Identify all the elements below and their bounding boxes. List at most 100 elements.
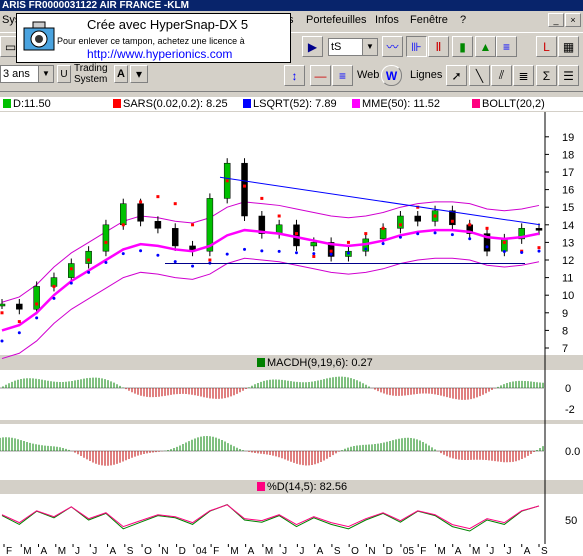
candle-body <box>518 228 525 240</box>
line-tool-icon[interactable]: ╲ <box>469 65 490 86</box>
line-chart-icon[interactable]: 〰 <box>382 36 403 57</box>
mode-button[interactable]: U <box>57 65 71 83</box>
macd-legend: MACDH(9,19,6): 0.27 <box>0 356 583 370</box>
month-label: D <box>179 546 186 556</box>
volume-icon[interactable]: ≡ <box>496 36 517 57</box>
sar-dot <box>35 302 39 306</box>
legend-bollt[interactable]: BOLLT(20,2) <box>472 98 545 110</box>
menu-item-fenetre[interactable]: Fenêtre <box>410 14 448 26</box>
sar-dot <box>277 214 281 218</box>
minimize-button[interactable]: _ <box>548 13 564 27</box>
candle-body <box>414 215 421 222</box>
period-combo[interactable]: 3 ans ▼ <box>0 65 54 83</box>
legend-macd[interactable]: MACDH(9,19,6): 0.27 <box>257 357 373 369</box>
macd-panel[interactable] <box>0 370 583 420</box>
arrow-down-icon[interactable]: ▾ <box>130 65 148 83</box>
lsqrt-dot <box>450 233 454 237</box>
sar-dot <box>537 246 541 250</box>
month-label: 04 <box>196 546 208 556</box>
lsqrt-dot <box>277 249 281 253</box>
month-label: A <box>317 546 324 556</box>
lsqrt-dot <box>502 250 506 254</box>
sum-icon[interactable]: Σ <box>536 65 557 86</box>
candle-body <box>310 242 318 247</box>
trading-system-button[interactable]: Trading System <box>74 63 108 85</box>
stoch-k-line <box>1 504 540 532</box>
menu-item-system[interactable]: Sys <box>2 14 21 26</box>
mode-label: U <box>60 68 68 80</box>
price-tick-label: 15 <box>562 202 574 214</box>
legend-lsqrt[interactable]: LSQRT(52): 7.89 <box>243 98 337 110</box>
month-label: M <box>472 546 480 556</box>
stoch-legend: %D(14,5): 82.56 <box>0 480 583 494</box>
sar-dot <box>364 232 368 236</box>
lsqrt-dot <box>225 252 229 256</box>
sar-dot <box>191 223 195 227</box>
trendline-icon[interactable]: — <box>310 65 331 86</box>
month-label: N <box>368 546 375 556</box>
legend-price-text: D:11.50 <box>13 98 51 110</box>
web-label[interactable]: Web <box>357 69 380 81</box>
lsqrt-dot <box>520 250 524 254</box>
month-label: 05 <box>403 546 415 556</box>
parallel-lines-icon[interactable]: ⫽ <box>491 65 512 86</box>
legend-price[interactable]: D:11.50 <box>3 98 51 110</box>
close-button[interactable]: × <box>565 13 581 27</box>
month-label: J <box>299 546 304 556</box>
lsqrt-dot <box>104 261 108 265</box>
pointer-icon[interactable]: ➚ <box>446 65 467 86</box>
legend-stoch[interactable]: %D(14,5): 82.56 <box>257 481 347 493</box>
split-icon[interactable]: L <box>536 36 557 57</box>
stoch-tick-label: 50 <box>565 515 577 527</box>
month-label: F <box>213 546 219 556</box>
menu-item-portefeuilles[interactable]: Portefeuilles <box>306 14 367 26</box>
scale-icon[interactable]: ▦ <box>558 36 579 57</box>
legend-mme[interactable]: MME(50): 11.52 <box>352 98 440 110</box>
chevron-down-icon[interactable]: ▼ <box>362 39 377 55</box>
candle-body <box>379 228 387 240</box>
candle-body <box>327 242 335 257</box>
sar-dot <box>416 205 420 209</box>
sar-dot <box>243 184 247 188</box>
menu-item-infos[interactable]: Infos <box>375 14 399 26</box>
sar-dot <box>208 258 212 262</box>
month-label: J <box>506 546 511 556</box>
lsqrt-dot <box>468 237 472 241</box>
type-button[interactable]: A <box>114 65 128 83</box>
play-button[interactable]: ▶ <box>302 36 323 57</box>
lsqrt-dot <box>346 251 350 255</box>
symbol-combo[interactable]: tS ▼ <box>328 38 378 56</box>
month-label: O <box>351 546 359 556</box>
bar-chart-icon[interactable]: ⊪ <box>406 36 427 57</box>
lsqrt-dot <box>87 270 91 274</box>
horizontal-line-icon[interactable]: ≡ <box>332 65 353 86</box>
watermark-link[interactable]: http://www.hyperionics.com <box>87 47 233 61</box>
month-label: M <box>58 546 66 556</box>
lsqrt-dot <box>121 252 125 256</box>
mountain-icon[interactable]: ▲ <box>475 36 496 57</box>
lsqrt-dot <box>364 247 368 251</box>
ohlc-icon[interactable]: Ⅱ <box>428 36 449 57</box>
price-tick-label: 18 <box>562 149 574 161</box>
web-icon[interactable]: W <box>381 65 402 86</box>
zoom-vertical-icon[interactable]: ↕ <box>284 65 305 86</box>
month-label: A <box>524 546 531 556</box>
legend-sars[interactable]: SARS(0.02,0.2): 8.25 <box>113 98 228 110</box>
fibonacci-icon[interactable]: ≣ <box>513 65 534 86</box>
candle-body <box>171 228 179 247</box>
open-file-button[interactable]: ▭ <box>0 36 21 57</box>
mme-line <box>1 228 540 332</box>
legend-macd-text: MACDH(9,19,6): 0.27 <box>267 357 373 369</box>
candle-body <box>16 303 23 310</box>
menu-item-help[interactable]: ? <box>460 14 467 26</box>
lsqrt-dot <box>485 245 489 249</box>
stoch-d-line <box>1 504 540 530</box>
lsqrt-dot <box>191 264 195 268</box>
grid-lines-icon[interactable]: ☰ <box>558 65 579 86</box>
candlestick-icon[interactable]: ▮ <box>452 36 473 57</box>
chevron-down-icon[interactable]: ▼ <box>38 66 53 82</box>
candle-body <box>449 210 456 226</box>
lsqrt-dot <box>17 331 21 335</box>
candle-body <box>535 228 543 231</box>
lsqrt-dot <box>312 252 316 256</box>
